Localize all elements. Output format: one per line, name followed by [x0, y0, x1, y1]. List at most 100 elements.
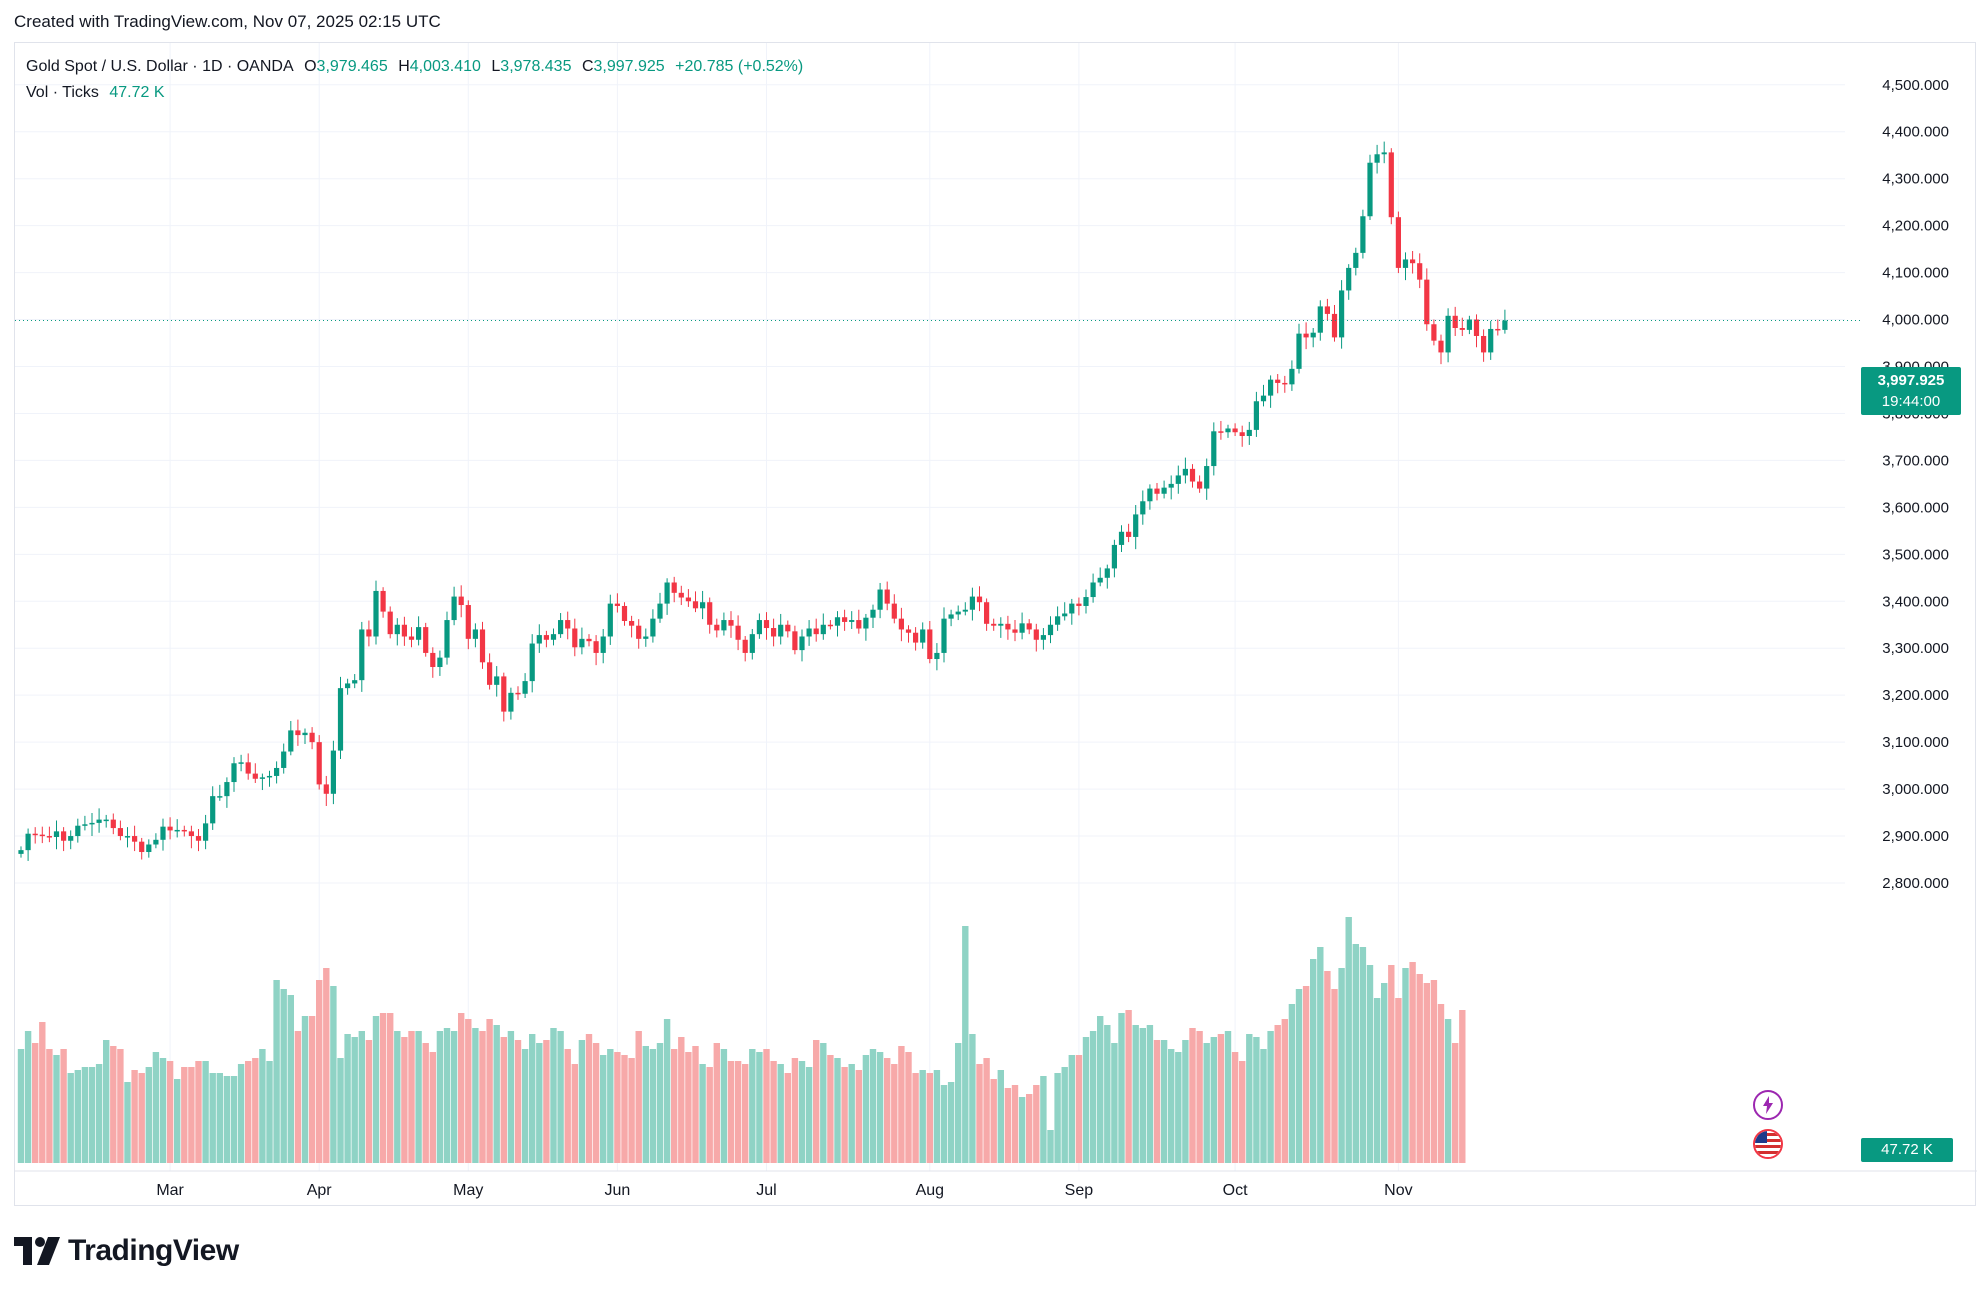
candle-body: [494, 676, 500, 685]
volume-bar: [628, 1058, 635, 1163]
tradingview-brand[interactable]: TradingView: [14, 1234, 239, 1268]
volume-bar: [188, 1067, 195, 1163]
x-tick-label: Apr: [307, 1182, 333, 1199]
symbol-description[interactable]: Gold Spot / U.S. Dollar · 1D · OANDA: [26, 58, 294, 75]
candle-body: [1459, 328, 1465, 330]
volume-bar: [316, 980, 323, 1163]
candle-body: [266, 775, 273, 778]
volume-bar: [1139, 1028, 1146, 1163]
candle-body: [1104, 568, 1110, 578]
candle-body: [1225, 428, 1231, 433]
volume-bar: [1118, 1013, 1125, 1163]
volume-bar: [827, 1055, 834, 1163]
candle-body: [806, 628, 812, 637]
candle-body: [1175, 475, 1181, 484]
candle-body: [969, 596, 975, 610]
y-tick-label: 2,800.000: [1882, 875, 1949, 892]
candle-body: [934, 652, 940, 660]
volume-bar: [323, 968, 330, 1163]
volume-bar: [1395, 998, 1402, 1163]
lightning-event-icon[interactable]: [1753, 1090, 1783, 1120]
volume-badge-value: 47.72 K: [1881, 1141, 1933, 1158]
candle-body: [763, 620, 770, 629]
candle-body: [792, 631, 798, 651]
candle-body: [962, 609, 968, 612]
candle-body: [735, 625, 741, 640]
candle-body: [408, 636, 415, 640]
candle-body: [1282, 382, 1288, 385]
candle-body: [1466, 319, 1472, 330]
volume-bar: [138, 1073, 145, 1163]
volume-bar: [1345, 917, 1352, 1163]
volume-bar: [862, 1055, 870, 1163]
volume-bar: [344, 1034, 351, 1163]
candle-body: [1289, 368, 1295, 385]
volume-bar: [891, 1064, 898, 1163]
volume-bar: [1125, 1010, 1132, 1163]
candle-body: [444, 620, 450, 658]
candle-body: [1161, 487, 1167, 494]
candle-body: [1232, 428, 1238, 433]
volume-bar: [578, 1040, 586, 1163]
candle-body: [1055, 616, 1061, 625]
y-tick-label: 4,300.000: [1882, 171, 1949, 188]
candle-body: [536, 635, 542, 644]
price-chart[interactable]: 4,500.000 4,400.000 4,300.000 4,200.000 4,10…: [15, 43, 1977, 1207]
close-value: 3,997.925: [593, 58, 665, 75]
volume-bar: [990, 1079, 997, 1163]
volume-bar: [1317, 947, 1324, 1163]
volume-bar: [67, 1073, 74, 1163]
volume-bar: [394, 1031, 401, 1163]
ohlc-row: Gold Spot / U.S. Dollar · 1D · OANDA O3,…: [26, 54, 803, 80]
y-tick-label: 3,600.000: [1882, 499, 1949, 516]
candle-body: [565, 620, 571, 629]
candle-body: [600, 636, 606, 653]
candle-body: [728, 620, 734, 626]
candle-body: [1197, 481, 1203, 489]
volume-bar: [1409, 962, 1416, 1163]
candle-body: [834, 617, 841, 626]
candle-body: [153, 839, 159, 845]
candle-body: [1317, 306, 1323, 333]
candle-body: [529, 643, 535, 682]
volume-bar: [372, 1016, 380, 1163]
high-value: 4,003.410: [409, 58, 481, 75]
volume-bar: [1111, 1043, 1118, 1163]
chart-pane[interactable]: 4,500.000 4,400.000 4,300.000 4,200.000 4,10…: [14, 42, 1977, 1207]
volume-bar: [74, 1070, 81, 1163]
volume-bar: [1352, 944, 1359, 1163]
candle-body: [1253, 401, 1259, 430]
volume-bar: [330, 986, 337, 1163]
volume-bar: [1175, 1052, 1182, 1163]
volume-bar: [720, 1049, 728, 1163]
candle-body: [352, 680, 358, 684]
volume-bar: [1423, 983, 1430, 1163]
candle-body: [1140, 501, 1146, 515]
volume-bar: [685, 1052, 692, 1163]
candle-body: [295, 730, 301, 736]
price-axis: 4,500.000 4,400.000 4,300.000 4,200.000 4,10…: [1882, 77, 1949, 892]
volume-bar: [110, 1046, 117, 1163]
low-label: L: [491, 58, 501, 75]
volume-bar: [479, 1031, 486, 1163]
volume-label[interactable]: Vol · Ticks: [26, 84, 99, 101]
candle-body: [1417, 263, 1423, 280]
y-tick-label: 4,400.000: [1882, 124, 1949, 141]
volume-bar: [1097, 1016, 1104, 1163]
high-label: H: [398, 58, 410, 75]
volume-bar: [1160, 1040, 1168, 1163]
volume-bar: [450, 1031, 458, 1163]
volume-bar: [706, 1067, 713, 1163]
candle-body: [1083, 597, 1089, 606]
volume-bar: [1388, 965, 1395, 1163]
candle-body: [430, 652, 436, 668]
y-tick-label: 3,300.000: [1882, 640, 1949, 657]
x-tick-label: Oct: [1223, 1182, 1248, 1199]
volume-bar: [841, 1067, 848, 1163]
us-flag-event-icon[interactable]: [1753, 1129, 1783, 1159]
volume-bar: [742, 1064, 749, 1163]
candle-body: [387, 611, 393, 635]
candle-body: [1388, 152, 1394, 218]
candle-body: [53, 831, 60, 837]
volume-bar: [1104, 1025, 1111, 1163]
